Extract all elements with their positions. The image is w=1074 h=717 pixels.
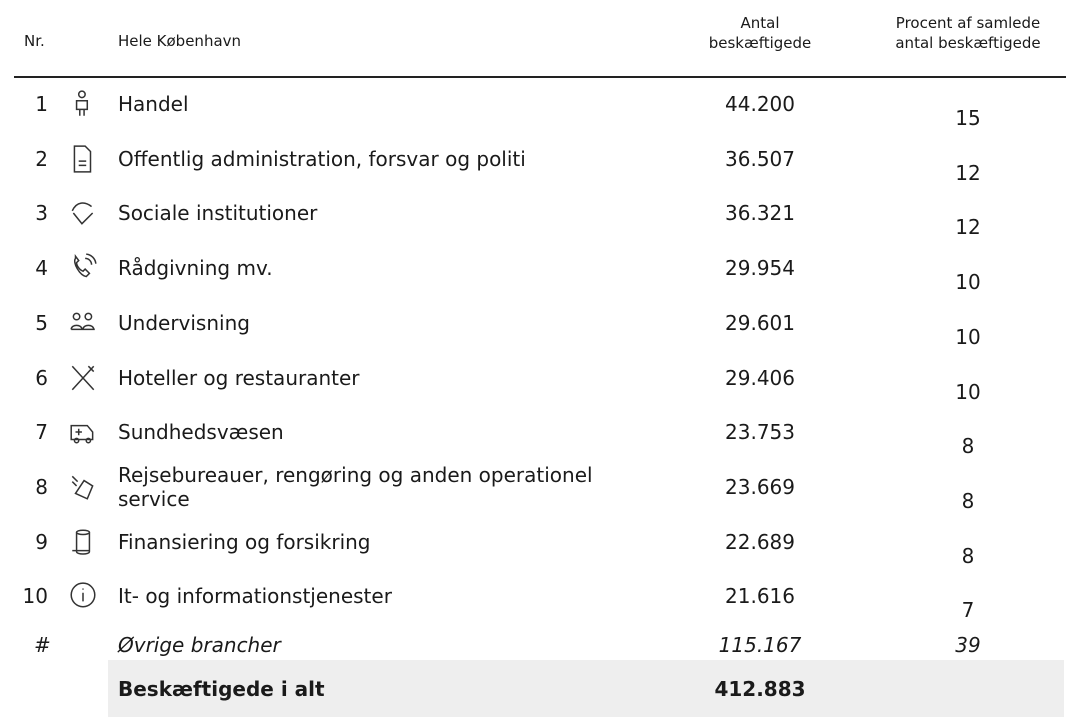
row-label: Finansiering og forsikring [118, 530, 371, 554]
row-label: Handel [118, 92, 189, 116]
total-label: Beskæftigede i alt [118, 677, 325, 701]
row-icon [71, 475, 94, 500]
total-background [108, 660, 1064, 717]
row-percent: 12 [955, 161, 981, 185]
row-icon [70, 582, 96, 608]
row-icon [70, 312, 95, 331]
header-nr: Nr. [24, 32, 45, 50]
row-count: 36.507 [725, 147, 795, 171]
row-count: 36.321 [725, 201, 795, 225]
row-count: 21.616 [725, 584, 795, 608]
row-nr: 2 [35, 147, 48, 171]
row-label: Sundhedsvæsen [118, 420, 284, 444]
row-label: Offentlig administration, forsvar og pol… [118, 147, 526, 171]
row-percent: 15 [955, 106, 981, 130]
row-count: 23.669 [725, 475, 795, 499]
row-label: It- og informationstjenester [118, 584, 392, 608]
row-icon [75, 90, 89, 116]
row-nr: 3 [35, 201, 48, 225]
total-count: 412.883 [714, 677, 806, 701]
row-label: Undervisning [118, 311, 250, 335]
row-nr: 4 [35, 256, 48, 280]
row-nr: 1 [35, 92, 48, 116]
row-percent: 8 [961, 544, 975, 568]
row-percent: 12 [955, 215, 981, 239]
row-percent: 8 [961, 434, 975, 458]
row-nr: 7 [35, 420, 48, 444]
row-nr: 6 [35, 366, 48, 390]
other-percent: 39 [955, 633, 981, 657]
row-icon [74, 253, 97, 278]
row-percent: 10 [955, 325, 981, 349]
other-count: 115.167 [718, 633, 802, 657]
header-percent: antal beskæftigede [895, 34, 1041, 52]
header-area: Hele København [118, 32, 242, 50]
row-count: 29.601 [725, 311, 795, 335]
header-rule [14, 76, 1066, 78]
other-nr: # [34, 633, 51, 657]
header-percent: Procent af samlede [895, 14, 1041, 32]
row-percent: 10 [955, 270, 981, 294]
row-icon [70, 424, 94, 444]
row-label: Rejsebureauer, rengøring og anden operat… [118, 463, 593, 511]
row-label: Rådgivning mv. [118, 256, 273, 280]
row-count: 44.200 [725, 92, 795, 116]
row-count: 29.954 [725, 256, 795, 280]
row-count: 29.406 [725, 366, 795, 390]
row-nr: 10 [22, 584, 48, 608]
row-label: Sociale institutioner [118, 201, 318, 225]
row-percent: 8 [961, 489, 975, 513]
other-label: Øvrige brancher [118, 633, 281, 657]
header-count: beskæftigede [708, 34, 812, 52]
row-icon [73, 145, 92, 173]
row-label: Hoteller og restauranter [118, 366, 360, 390]
row-icon [71, 365, 95, 391]
row-icon [71, 202, 94, 225]
row-percent: 7 [961, 598, 975, 622]
row-count: 23.753 [725, 420, 795, 444]
row-nr: 5 [35, 311, 48, 335]
row-count: 22.689 [725, 530, 795, 554]
row-icon [72, 529, 91, 555]
row-percent: 10 [955, 380, 981, 404]
row-nr: 8 [35, 475, 48, 499]
header-count: Antal [740, 14, 780, 32]
row-nr: 9 [35, 530, 48, 554]
